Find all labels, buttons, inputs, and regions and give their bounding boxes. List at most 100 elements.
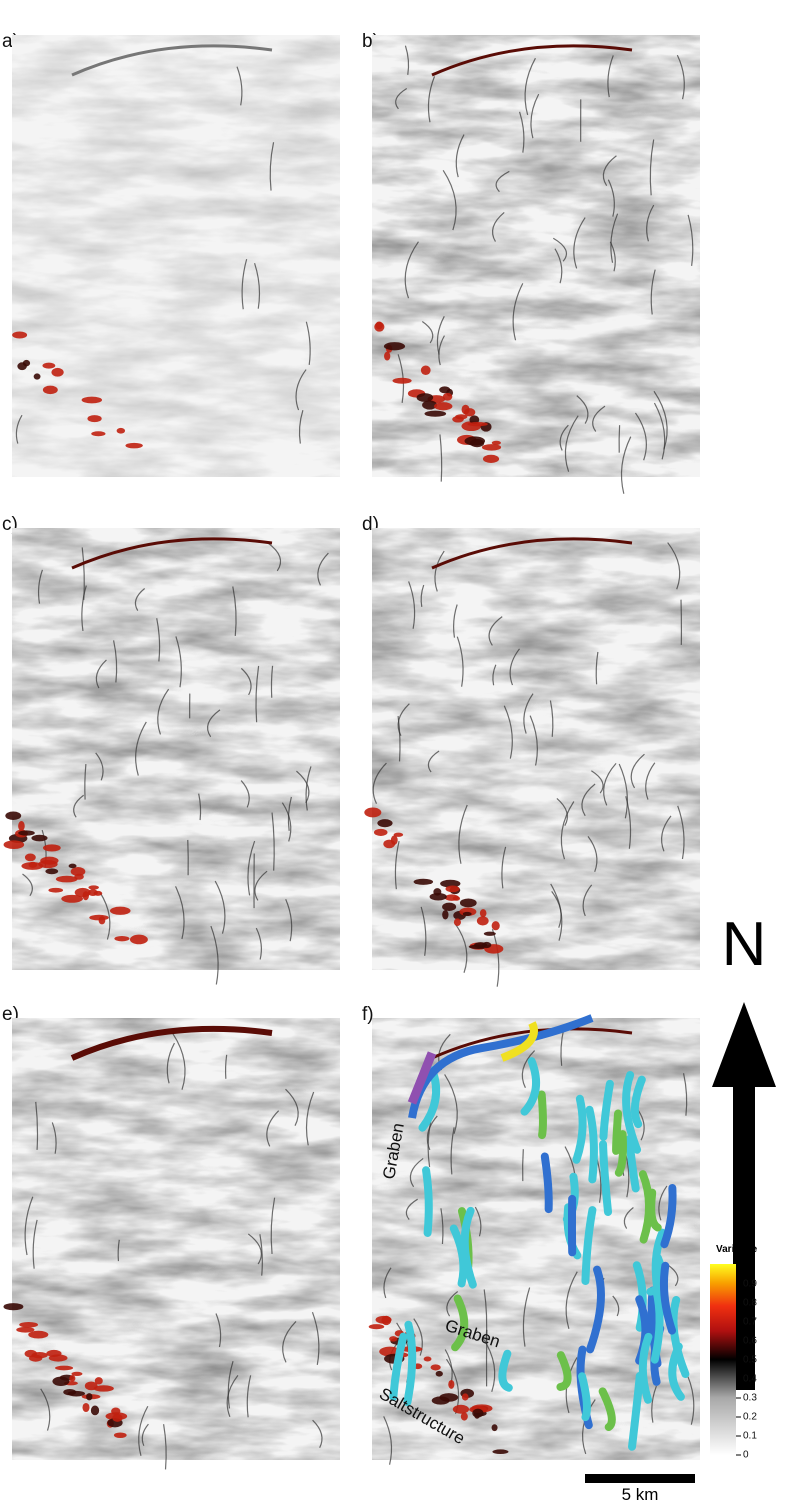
fault bbox=[581, 783, 596, 817]
salt-patch bbox=[383, 839, 396, 849]
salt-patch bbox=[472, 1408, 484, 1418]
fault bbox=[602, 155, 617, 186]
fault-stick bbox=[389, 1332, 408, 1401]
northern-fault bbox=[71, 537, 273, 570]
salt-patch bbox=[393, 832, 404, 837]
fault bbox=[240, 780, 250, 808]
salt-patch bbox=[442, 392, 453, 401]
fault bbox=[582, 884, 593, 917]
fault bbox=[634, 412, 647, 461]
fault bbox=[253, 263, 261, 309]
fault bbox=[618, 763, 628, 819]
fault-stick bbox=[581, 1206, 597, 1286]
fault bbox=[646, 204, 655, 242]
fault-stick bbox=[586, 1265, 605, 1354]
fault bbox=[420, 584, 425, 607]
salt-patch bbox=[111, 1407, 121, 1415]
salt-patch bbox=[442, 910, 449, 920]
fault bbox=[651, 1385, 657, 1423]
fault bbox=[607, 179, 615, 217]
fault-stick bbox=[632, 1261, 647, 1332]
fault bbox=[492, 664, 497, 686]
salt-patch bbox=[452, 1404, 470, 1414]
salt-patch bbox=[461, 404, 470, 415]
fault bbox=[270, 665, 274, 698]
fault bbox=[687, 214, 694, 266]
fault bbox=[474, 1206, 482, 1237]
fault-stick bbox=[630, 1075, 646, 1129]
salt-patch bbox=[476, 916, 489, 926]
salt-patch bbox=[48, 887, 64, 893]
fault-stick bbox=[598, 1387, 616, 1432]
salt-patch bbox=[67, 1390, 85, 1397]
salt-patch bbox=[74, 873, 84, 880]
salt-patch bbox=[74, 887, 91, 898]
salt-patch bbox=[491, 440, 501, 445]
fault-stick bbox=[612, 1109, 623, 1155]
fault-stick bbox=[647, 1188, 662, 1232]
fault bbox=[440, 1208, 444, 1245]
salt-patch bbox=[125, 442, 143, 449]
fault bbox=[287, 796, 292, 831]
salt-patch bbox=[424, 410, 447, 417]
fault bbox=[645, 762, 656, 800]
fault bbox=[241, 258, 248, 310]
salt-patch bbox=[129, 934, 148, 945]
salt-patch bbox=[87, 415, 102, 423]
fault bbox=[501, 846, 507, 889]
salt-patch bbox=[29, 1354, 43, 1362]
salt-patch bbox=[416, 393, 434, 402]
fault bbox=[592, 405, 606, 432]
salt-patch bbox=[19, 1321, 39, 1328]
salt-patch bbox=[364, 807, 382, 818]
fault bbox=[554, 248, 563, 284]
salt-patch bbox=[479, 909, 487, 918]
fault bbox=[442, 169, 457, 231]
fault bbox=[556, 797, 568, 827]
fault bbox=[483, 1289, 488, 1343]
fault bbox=[529, 715, 538, 766]
fault bbox=[426, 1115, 438, 1151]
salt-patch bbox=[33, 373, 41, 380]
fault bbox=[247, 840, 256, 896]
northern-fault bbox=[431, 537, 633, 570]
salt-patch bbox=[430, 1364, 441, 1371]
fault bbox=[661, 815, 672, 852]
fault bbox=[512, 283, 524, 341]
salt-patch bbox=[31, 834, 48, 842]
fault bbox=[620, 436, 632, 494]
colorbar-tick-label: 0.4 bbox=[743, 1374, 757, 1385]
fault bbox=[24, 1196, 34, 1256]
fault bbox=[676, 54, 685, 100]
fault-stick bbox=[659, 1261, 677, 1335]
salt-patch bbox=[389, 1336, 398, 1342]
fault bbox=[667, 1264, 679, 1287]
salt-patch bbox=[462, 911, 472, 917]
salt-patch bbox=[491, 1424, 498, 1432]
fault bbox=[210, 925, 219, 985]
fault bbox=[408, 581, 416, 629]
fault bbox=[677, 805, 685, 860]
fault bbox=[99, 892, 111, 940]
fault-stick bbox=[520, 1057, 541, 1116]
fault bbox=[266, 1110, 280, 1147]
fault bbox=[565, 1271, 578, 1329]
fault bbox=[141, 1423, 149, 1447]
fault bbox=[134, 588, 146, 611]
salt-patch bbox=[3, 840, 25, 850]
fault bbox=[610, 213, 619, 263]
fault bbox=[582, 1399, 596, 1455]
fault bbox=[549, 700, 554, 737]
fault bbox=[372, 762, 387, 804]
fault-sticks bbox=[389, 1014, 690, 1451]
fault bbox=[495, 170, 510, 193]
fault bbox=[40, 1388, 51, 1431]
fault bbox=[524, 57, 536, 116]
fault-stick bbox=[622, 1071, 642, 1154]
fault bbox=[444, 1074, 458, 1134]
fault bbox=[305, 321, 311, 365]
fault bbox=[653, 402, 666, 460]
fault bbox=[612, 1295, 620, 1317]
fault bbox=[427, 750, 440, 773]
